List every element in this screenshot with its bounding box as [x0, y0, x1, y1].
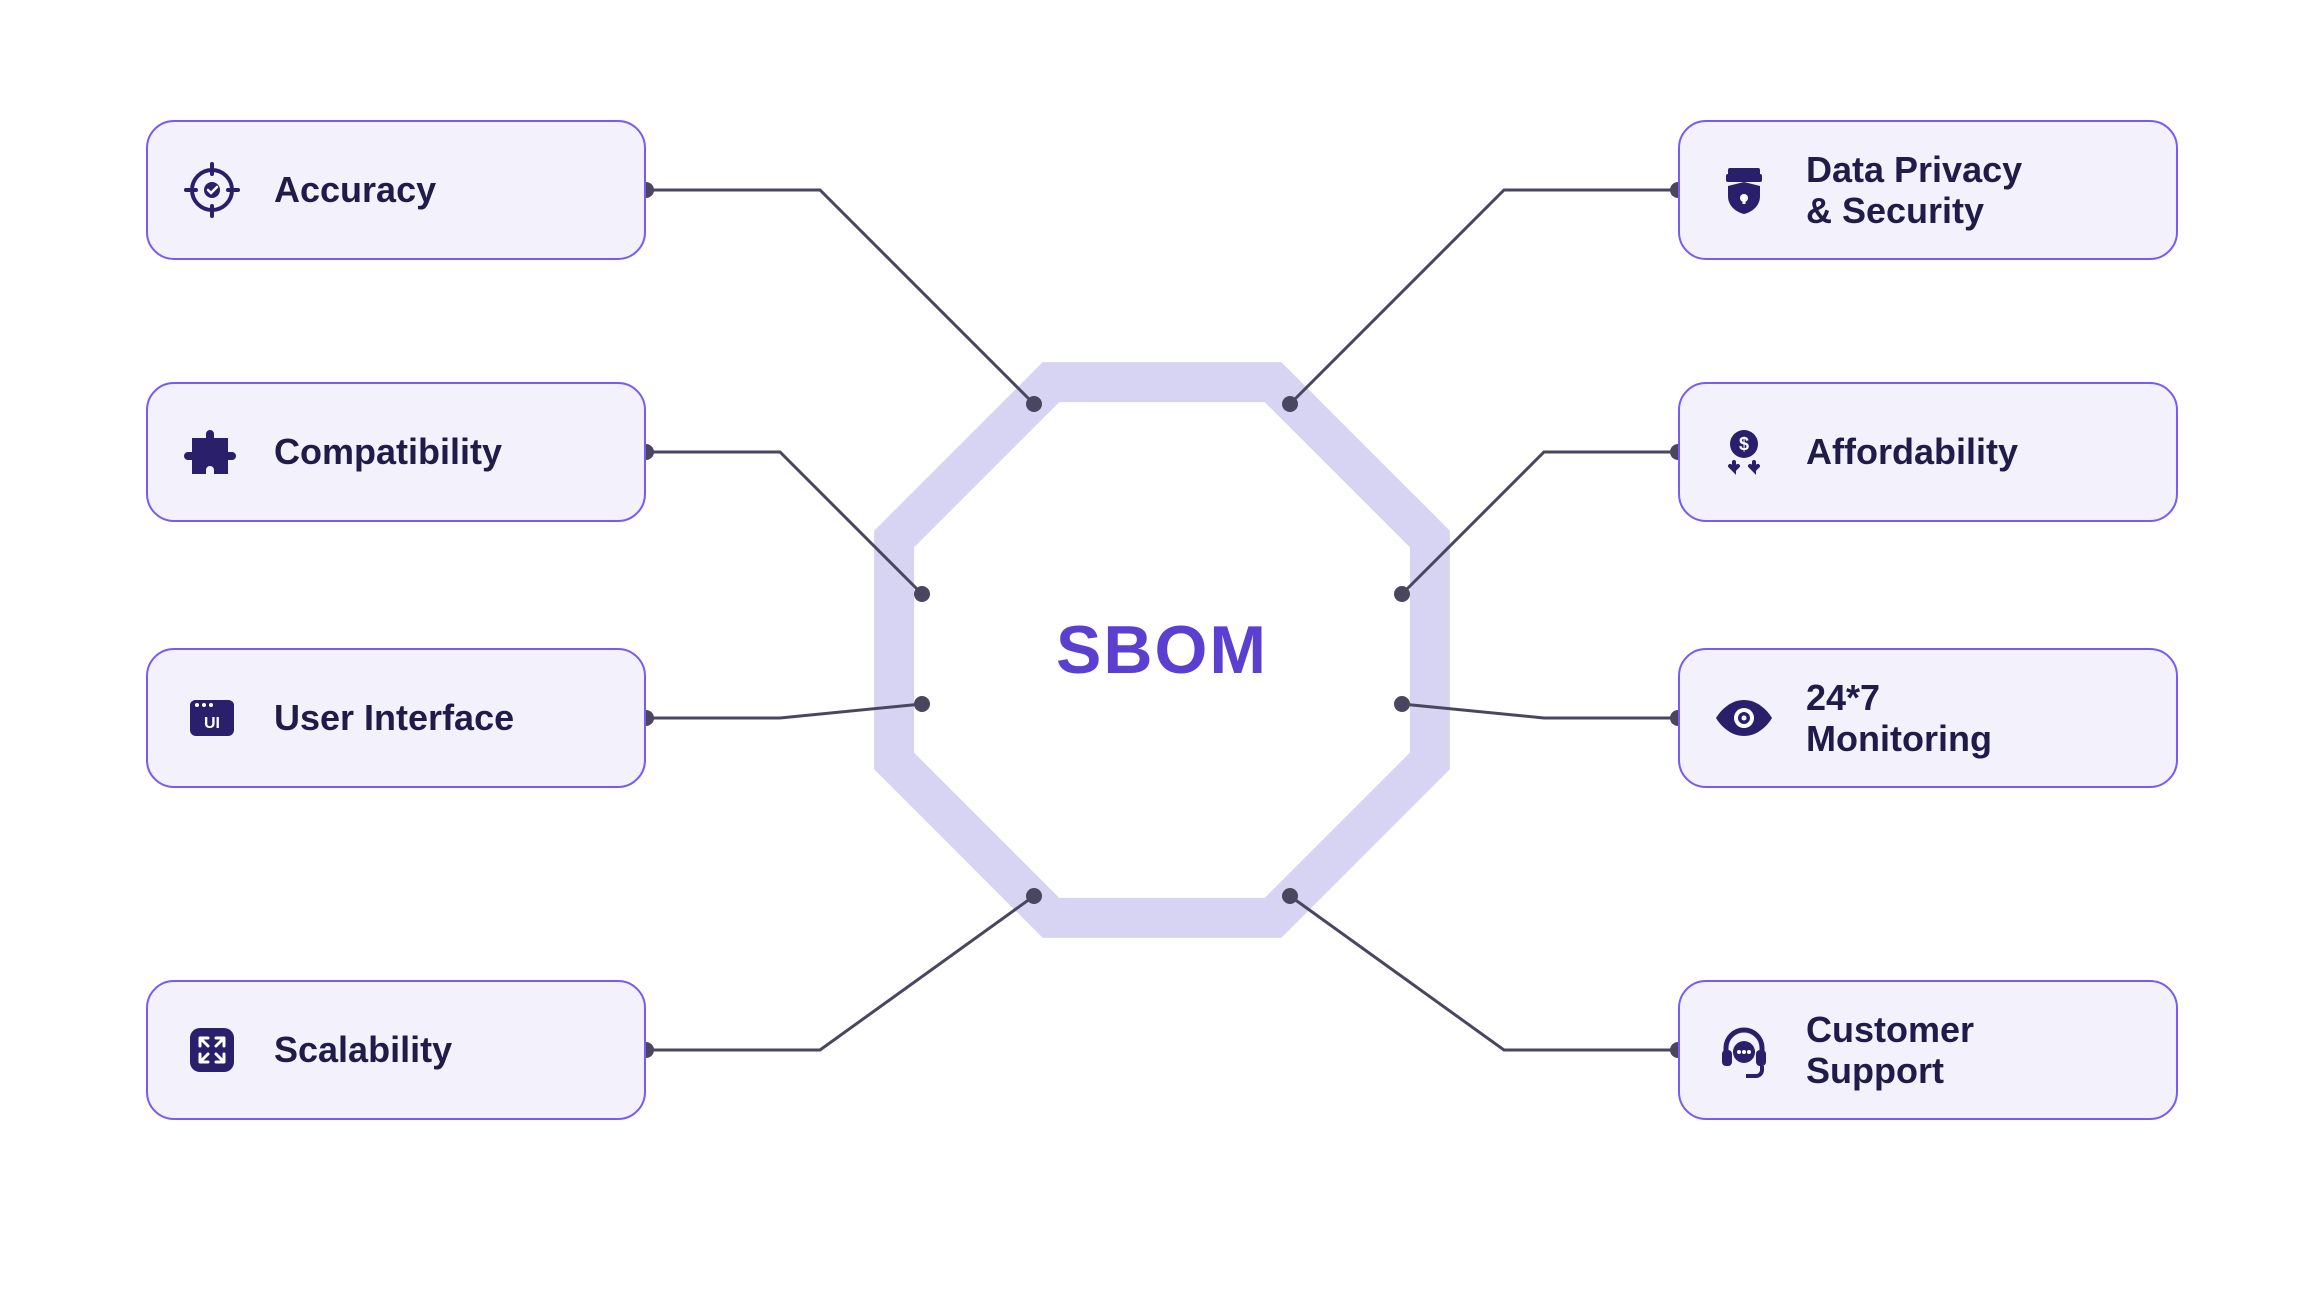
connector-dot [1394, 586, 1410, 602]
svg-text:$: $ [1739, 434, 1749, 454]
card-accuracy: Accuracy [146, 120, 646, 260]
card-data-privacy: Data Privacy& Security [1678, 120, 2178, 260]
connector-data-privacy [1290, 190, 1678, 404]
center-label: SBOM [1056, 611, 1268, 689]
card-label-user-interface: User Interface [274, 697, 514, 738]
target-icon [180, 158, 244, 222]
card-user-interface: UI User Interface [146, 648, 646, 788]
connector-user-interface [646, 704, 922, 718]
connector-dot [1026, 888, 1042, 904]
connector-dot [1282, 888, 1298, 904]
connector-monitoring [1402, 704, 1678, 718]
puzzle-icon [180, 420, 244, 484]
card-monitoring: 24*7Monitoring [1678, 648, 2178, 788]
card-customer-support: CustomerSupport [1678, 980, 2178, 1120]
connector-compatibility [646, 452, 922, 594]
card-label-accuracy: Accuracy [274, 169, 436, 210]
card-label-data-privacy: Data Privacy& Security [1806, 149, 2022, 232]
svg-text:UI: UI [204, 715, 220, 732]
card-label-customer-support: CustomerSupport [1806, 1009, 1974, 1092]
card-label-monitoring: 24*7Monitoring [1806, 677, 1992, 760]
expand-icon [180, 1018, 244, 1082]
connector-dot [1394, 696, 1410, 712]
connector-dot [1026, 396, 1042, 412]
shield-icon [1712, 158, 1776, 222]
card-affordability: $ Affordability [1678, 382, 2178, 522]
connector-dot [1282, 396, 1298, 412]
dollar-icon: $ [1712, 420, 1776, 484]
ui-icon: UI [180, 686, 244, 750]
card-label-scalability: Scalability [274, 1029, 452, 1070]
connector-scalability [646, 896, 1034, 1050]
card-compatibility: Compatibility [146, 382, 646, 522]
card-label-compatibility: Compatibility [274, 431, 502, 472]
connector-customer-support [1290, 896, 1678, 1050]
eye-icon [1712, 686, 1776, 750]
connector-dot [914, 696, 930, 712]
headset-icon [1712, 1018, 1776, 1082]
connector-affordability [1402, 452, 1678, 594]
card-scalability: Scalability [146, 980, 646, 1120]
connector-accuracy [646, 190, 1034, 404]
connector-dot [914, 586, 930, 602]
card-label-affordability: Affordability [1806, 431, 2018, 472]
